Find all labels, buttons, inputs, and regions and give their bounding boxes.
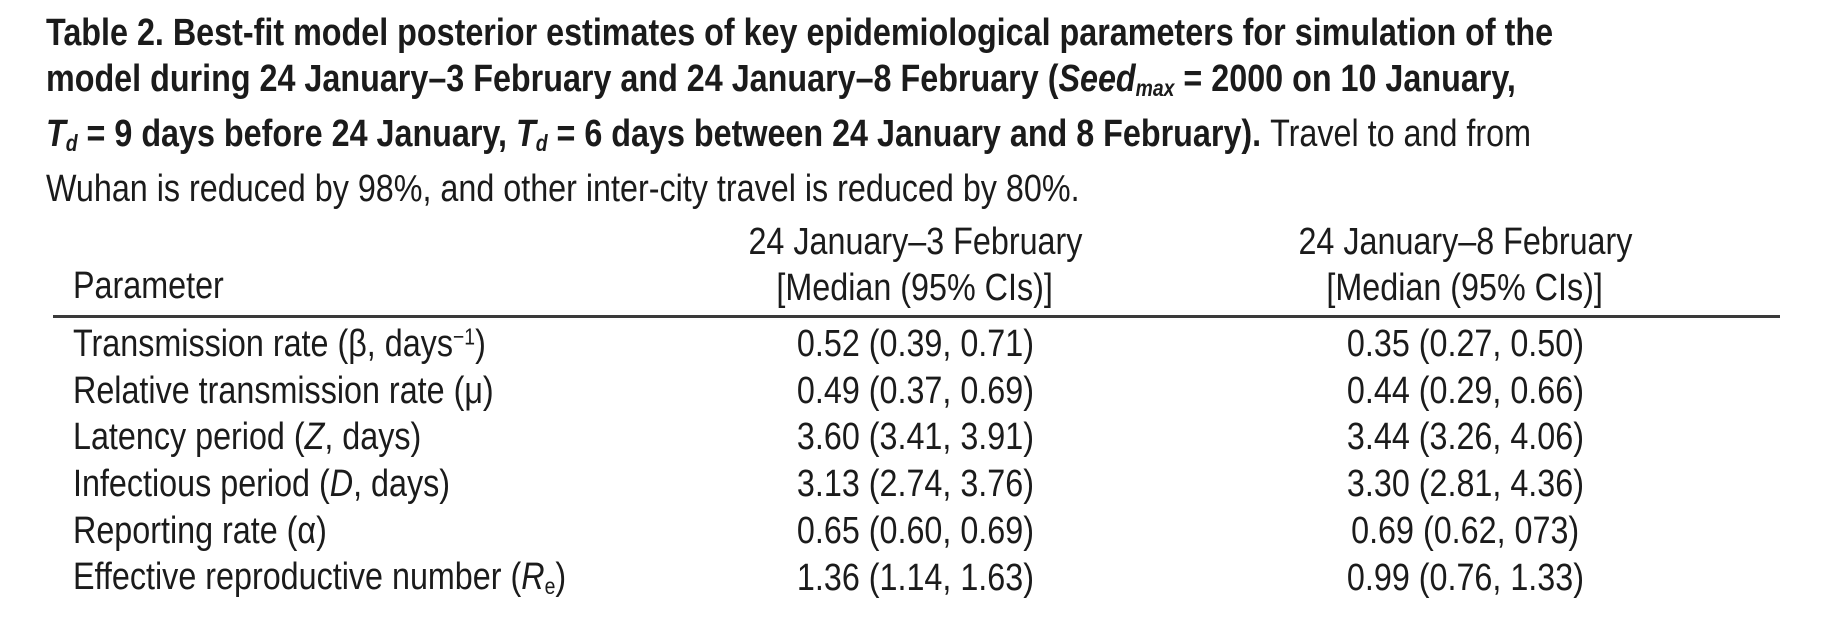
value-text: 0.52 (0.39, 0.71) (796, 322, 1034, 365)
parameter-label: Infectious period (D, days) (73, 463, 451, 506)
header-period-1-median-label: [Median (95% CIs)] (776, 267, 1054, 309)
header-period-2: 24 January–8 February [Median (95% CIs)] (1180, 219, 1750, 311)
value-cell-period-2: 3.44 (3.26, 4.06) (1180, 416, 1750, 459)
caption-line-3: Td = 9 days before 24 January, Td = 6 da… (46, 111, 1819, 166)
header-parameter: Parameter (0, 263, 650, 311)
value-cell-period-1: 3.13 (2.74, 3.76) (650, 463, 1180, 506)
value-cell-period-2: 3.30 (2.81, 4.36) (1180, 463, 1750, 506)
parameter-cell: Latency period (Z, days) (0, 416, 650, 459)
value-text: 0.99 (0.76, 1.33) (1346, 556, 1584, 599)
value-text: 3.30 (2.81, 4.36) (1346, 463, 1584, 506)
parameter-label: Effective reproductive number (Re) (73, 556, 567, 600)
header-rule (53, 315, 1780, 318)
caption-line-3-text: Td = 9 days before 24 January, Td = 6 da… (46, 113, 1532, 157)
header-period-2-dates: 24 January–8 February (1298, 221, 1632, 263)
parameter-label: Latency period (Z, days) (73, 416, 422, 459)
parameter-cell: Infectious period (D, days) (0, 463, 650, 506)
value-cell-period-2: 0.44 (0.29, 0.66) (1180, 370, 1750, 413)
caption-line-4-text: Wuhan is reduced by 98%, and other inter… (46, 168, 1080, 211)
value-text: 1.36 (1.14, 1.63) (796, 556, 1034, 599)
value-cell-period-1: 3.60 (3.41, 3.91) (650, 416, 1180, 459)
caption-line-1: Table 2. Best-fit model posterior estima… (46, 10, 1819, 56)
value-text: 3.44 (3.26, 4.06) (1346, 416, 1584, 459)
value-text: 0.35 (0.27, 0.50) (1346, 322, 1584, 365)
parameter-label: Transmission rate (β, days−1) (73, 322, 486, 365)
parameter-label: Reporting rate (α) (73, 510, 327, 553)
value-text: 0.44 (0.29, 0.66) (1346, 369, 1584, 412)
table-row: Infectious period (D, days) 3.13 (2.74, … (0, 461, 1824, 508)
value-text: 3.60 (3.41, 3.91) (796, 416, 1034, 459)
table-caption: Table 2. Best-fit model posterior estima… (46, 10, 1819, 212)
caption-line-4: Wuhan is reduced by 98%, and other inter… (46, 166, 1819, 212)
table-row: Transmission rate (β, days−1) 0.52 (0.39… (0, 321, 1824, 368)
value-cell-period-1: 0.65 (0.60, 0.69) (650, 510, 1180, 553)
value-text: 0.49 (0.37, 0.69) (796, 369, 1034, 412)
value-cell-period-2: 0.35 (0.27, 0.50) (1180, 323, 1750, 366)
header-parameter-label: Parameter (73, 265, 224, 307)
value-cell-period-2: 0.99 (0.76, 1.33) (1180, 557, 1750, 600)
header-period-1-dates: 24 January–3 February (748, 221, 1082, 263)
value-cell-period-1: 0.52 (0.39, 0.71) (650, 323, 1180, 366)
parameter-label: Relative transmission rate (μ) (73, 369, 494, 412)
table-row: Latency period (Z, days) 3.60 (3.41, 3.9… (0, 415, 1824, 462)
table-row: Reporting rate (α) 0.65 (0.60, 0.69) 0.6… (0, 508, 1824, 555)
value-cell-period-2: 0.69 (0.62, 073) (1180, 510, 1750, 553)
value-text: 0.69 (0.62, 073) (1350, 510, 1580, 553)
table-row: Relative transmission rate (μ) 0.49 (0.3… (0, 368, 1824, 415)
table-header-row: Parameter 24 January–3 February [Median … (0, 219, 1750, 311)
caption-line-2-text: model during 24 January–3 February and 2… (46, 58, 1516, 102)
parameter-cell: Transmission rate (β, days−1) (0, 323, 650, 366)
parameter-cell: Reporting rate (α) (0, 510, 650, 553)
value-text: 0.65 (0.60, 0.69) (796, 510, 1034, 553)
table-row: Effective reproductive number (Re) 1.36 … (0, 555, 1824, 602)
caption-line-2: model during 24 January–3 February and 2… (46, 56, 1819, 111)
value-cell-period-1: 1.36 (1.14, 1.63) (650, 557, 1180, 600)
caption-line-1-text: Table 2. Best-fit model posterior estima… (46, 12, 1554, 54)
parameter-cell: Relative transmission rate (μ) (0, 370, 650, 413)
table-body: Transmission rate (β, days−1) 0.52 (0.39… (0, 321, 1824, 602)
value-cell-period-1: 0.49 (0.37, 0.69) (650, 370, 1180, 413)
parameter-cell: Effective reproductive number (Re) (0, 556, 650, 600)
header-period-2-median-label: [Median (95% CIs)] (1326, 267, 1604, 309)
value-text: 3.13 (2.74, 3.76) (796, 463, 1034, 506)
header-period-1: 24 January–3 February [Median (95% CIs)] (650, 219, 1180, 311)
